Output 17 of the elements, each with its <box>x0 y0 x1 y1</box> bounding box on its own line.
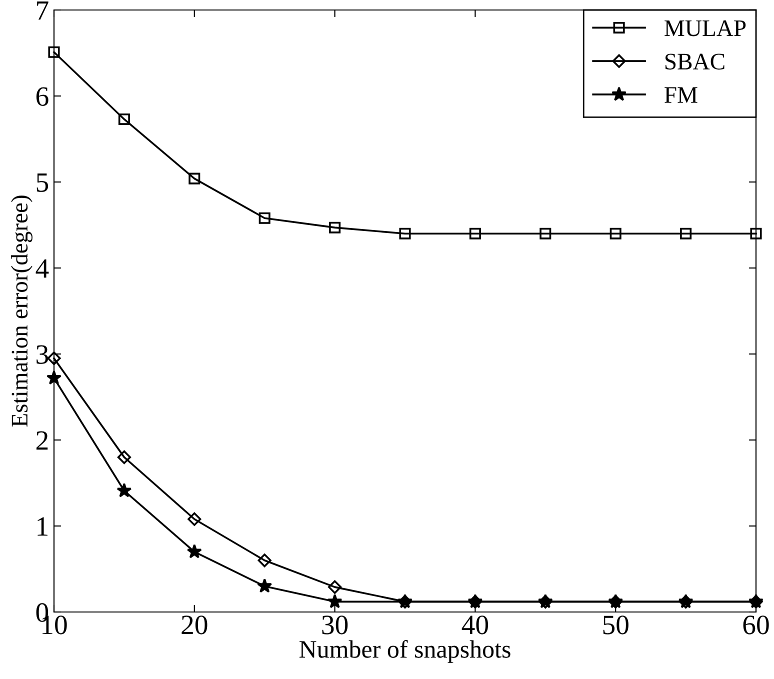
y-tick-label: 5 <box>36 173 48 192</box>
y-tick-label: 4 <box>36 259 49 278</box>
x-tick-label: 40 <box>462 616 488 634</box>
x-axis-title: Number of snapshots <box>299 640 510 663</box>
x-tick-label: 30 <box>322 616 348 634</box>
y-tick-label: 6 <box>36 87 48 106</box>
legend-label: SBAC <box>665 54 724 70</box>
y-tick-label: 1 <box>38 517 48 536</box>
legend-label: FM <box>664 87 698 103</box>
y-tick-label: 7 <box>37 1 48 20</box>
x-tick-label: 50 <box>603 616 628 634</box>
y-axis-title: Estimation error(degree) <box>10 196 32 427</box>
x-tick-label: 60 <box>743 616 769 634</box>
legend-label: MULAP <box>664 20 746 36</box>
x-tick-label: 20 <box>182 616 208 634</box>
y-tick-label: 3 <box>36 345 48 364</box>
y-tick-label: 2 <box>36 431 48 450</box>
